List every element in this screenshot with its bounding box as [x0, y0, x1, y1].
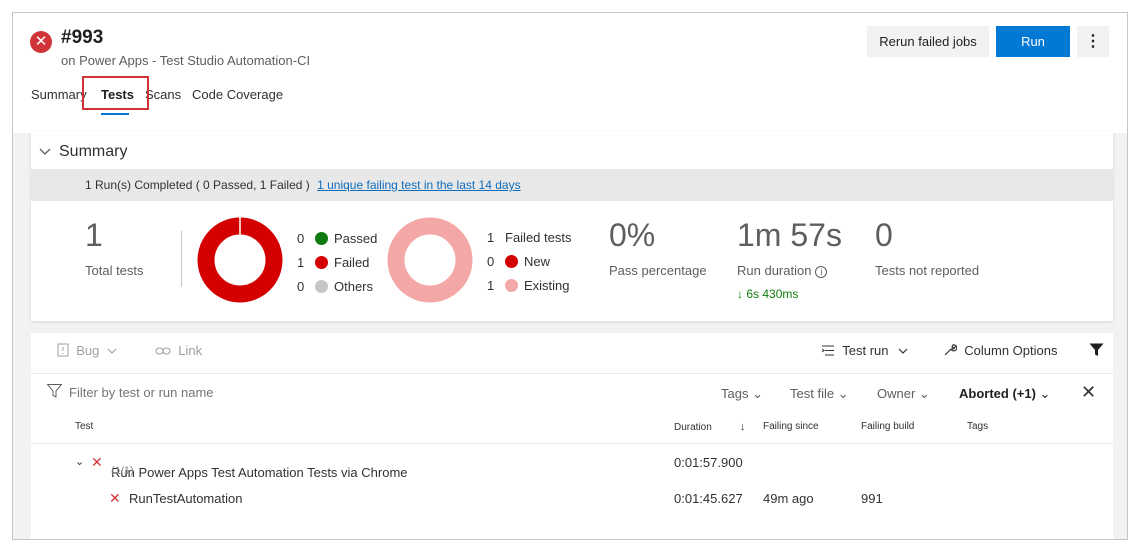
legend-failed-tests: 1 Failed tests [487, 230, 572, 245]
run-subtitle: on Power Apps - Test Studio Automation-C… [61, 53, 311, 68]
test-run-grouping-dropdown[interactable]: Test run [821, 343, 908, 358]
run-header: ✕ #993 on Power Apps - Test Studio Autom… [13, 13, 1127, 133]
info-icon[interactable]: i [815, 266, 828, 278]
unique-failing-test-link[interactable]: 1 unique failing test in the last 14 day… [317, 178, 521, 192]
chevron-down-icon [892, 343, 908, 358]
outcome-donut-chart [197, 217, 283, 303]
tab-tests[interactable]: Tests [101, 87, 134, 102]
column-options-button[interactable]: Column Options [943, 343, 1057, 358]
passed-dot-icon [315, 232, 328, 245]
filter-toggle-icon[interactable] [1089, 343, 1104, 360]
link-icon [155, 343, 175, 358]
wrench-icon [943, 343, 961, 358]
metric-divider [181, 231, 182, 287]
column-header-tags[interactable]: Tags [967, 421, 989, 432]
filter-bar: Tags ⌄ Test file ⌄ Owner ⌄ Aborted (+1) … [31, 373, 1113, 413]
total-tests-label: Total tests [85, 263, 144, 278]
column-header-test[interactable]: Test [75, 421, 94, 432]
chevron-down-icon: ⌄ [837, 386, 849, 401]
summary-section-toggle[interactable]: Summary [39, 143, 127, 161]
total-tests-value: 1 [85, 217, 103, 253]
error-circle-icon: ✕ [30, 31, 52, 53]
active-tab-indicator [101, 113, 129, 115]
failed-dot-icon [315, 256, 328, 269]
summary-title: Summary [59, 143, 128, 160]
legend-failed[interactable]: 1 Failed [297, 255, 370, 270]
legend-others[interactable]: 0 Others [297, 279, 374, 294]
run-completion-bar: 1 Run(s) Completed ( 0 Passed, 1 Failed … [31, 169, 1113, 201]
tab-summary[interactable]: Summary [31, 87, 87, 102]
bug-icon [57, 343, 73, 358]
column-header-failing-build[interactable]: Failing build [861, 421, 915, 432]
more-options-button[interactable]: ⋮ [1077, 26, 1109, 57]
new-dot-icon [505, 255, 518, 268]
run-duration-delta: ↓ 6s 430ms [737, 287, 799, 301]
column-header-duration[interactable]: Duration ↓ [674, 421, 746, 433]
test-file-filter-dropdown[interactable]: Test file ⌄ [790, 386, 849, 401]
outcome-filter-dropdown[interactable]: Aborted (+1) ⌄ [959, 386, 1051, 401]
failed-donut-segment [197, 217, 283, 303]
clear-filters-close-icon[interactable]: ✕ [1081, 382, 1097, 402]
failing-since-cell: 49m ago [763, 491, 814, 506]
outcome-legend: 0 Passed 1 Failed 0 Others [297, 229, 377, 301]
chevron-expanded-icon[interactable]: ⌄ [75, 456, 85, 468]
tab-code-coverage[interactable]: Code Coverage [192, 87, 284, 102]
chevron-down-icon: ⌄ [752, 386, 763, 401]
rerun-failed-jobs-button[interactable]: Rerun failed jobs [867, 26, 989, 57]
column-header-failing-since[interactable]: Failing since [763, 421, 819, 432]
tests-not-reported-label: Tests not reported [875, 263, 980, 278]
bug-button[interactable]: Bug [57, 343, 117, 358]
link-button[interactable]: Link [155, 343, 202, 358]
failed-tests-legend: 1 Failed tests 0 New 1 Existing [487, 228, 571, 300]
run-number: #993 [61, 27, 104, 48]
existing-donut-segment [387, 217, 473, 303]
duration-cell: 0:01:57.900 [674, 455, 743, 470]
group-list-icon [821, 343, 839, 358]
run-duration-value: 1m 57s [737, 217, 842, 253]
test-name: RunTestAutomation [129, 491, 243, 506]
arrow-down-icon: ↓ [737, 287, 743, 301]
failing-build-cell: 991 [861, 491, 883, 506]
failed-x-icon: ✕ [109, 490, 121, 506]
filter-input[interactable] [69, 385, 369, 400]
filter-funnel-icon [46, 384, 63, 401]
sort-arrow-down-icon: ↓ [739, 421, 746, 433]
duration-cell: 0:01:45.627 [674, 491, 743, 506]
owner-filter-dropdown[interactable]: Owner ⌄ [877, 386, 930, 401]
chevron-down-icon: ⌄ [918, 386, 930, 401]
tests-tab-highlight [82, 76, 149, 110]
chevron-down-icon: ⌄ [1039, 386, 1051, 401]
chevron-down-icon [39, 147, 53, 159]
run-new-button[interactable]: Run new [996, 26, 1070, 80]
failed-tests-donut-chart [387, 217, 473, 303]
tags-filter-dropdown[interactable]: Tags ⌄ [721, 386, 763, 401]
tests-not-reported-value: 0 [875, 217, 893, 253]
summary-card: Summary 1 Run(s) Completed ( 0 Passed, 1… [31, 131, 1113, 321]
tab-scans[interactable]: Scans [145, 87, 182, 102]
run-duration-label: Run duration i [737, 263, 828, 278]
pipeline-run-page: ✕ #993 on Power Apps - Test Studio Autom… [12, 12, 1128, 540]
failed-x-icon: ✕ [91, 454, 103, 470]
legend-new[interactable]: 0 New [487, 254, 551, 269]
others-dot-icon [315, 280, 328, 293]
pass-percentage-value: 0% [609, 217, 656, 253]
table-header-divider [31, 443, 1113, 444]
legend-existing[interactable]: 1 Existing [487, 278, 570, 293]
existing-dot-icon [505, 279, 518, 292]
pass-percentage-label: Pass percentage [609, 263, 707, 278]
legend-passed[interactable]: 0 Passed [297, 231, 378, 246]
table-row-group[interactable]: ⌄ ✕ Run Power Apps Test Automation Tests… [75, 454, 743, 480]
test-results-card: Bug Link Test run Column Options [31, 333, 1113, 539]
chevron-down-icon [103, 343, 117, 358]
run-completion-text: 1 Run(s) Completed ( 0 Passed, 1 Failed … [85, 178, 310, 192]
table-row[interactable]: ✕ RunTestAutomation 0:01:45.627 49m ago … [31, 481, 1113, 517]
